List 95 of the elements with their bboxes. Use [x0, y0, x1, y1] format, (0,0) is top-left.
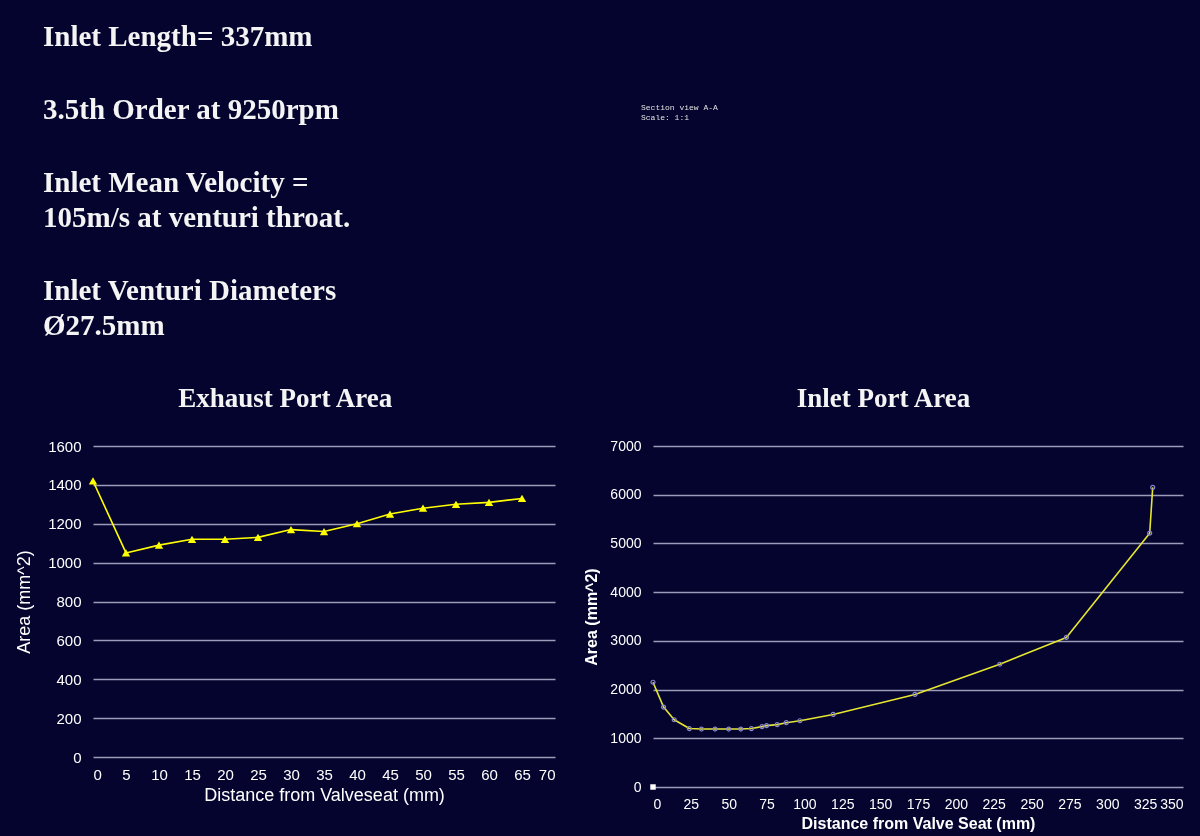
x-tick-label: 65 — [514, 765, 531, 783]
point — [121, 549, 131, 557]
chart-title: Exhaust Port Area — [178, 383, 393, 413]
point — [759, 724, 765, 730]
point — [726, 726, 732, 732]
point — [661, 704, 667, 710]
point — [187, 535, 197, 543]
x-tick-label: 25 — [683, 795, 700, 812]
y-tick-label: 1200 — [48, 515, 82, 533]
x-tick-label: 150 — [868, 795, 893, 812]
x-tick-label: 325 — [1133, 795, 1158, 812]
text: Inlet Mean Velocity = 105m/s at venturi throat. — [43, 166, 351, 233]
y-tick-label: 2000 — [610, 681, 642, 698]
x-tick-label: 25 — [250, 765, 267, 783]
x-tick-label: 15 — [184, 765, 201, 783]
point — [418, 504, 428, 512]
point — [154, 541, 164, 549]
x-tick-label: 50 — [415, 765, 432, 783]
point — [517, 494, 527, 503]
y-tick-label: 5000 — [610, 534, 642, 551]
x-tick-label: 75 — [759, 795, 776, 812]
point — [797, 718, 803, 724]
point — [1063, 634, 1069, 641]
line-series — [650, 484, 1156, 732]
y-axis-title: Area (mm^2) — [14, 550, 35, 654]
point — [253, 533, 263, 541]
x-axis-title: Distance from Valve Seat (mm) — [801, 814, 1036, 832]
point — [650, 784, 656, 790]
x-tick-label: 250 — [1020, 795, 1044, 812]
x-tick-label: 40 — [349, 765, 366, 783]
point — [738, 726, 744, 732]
text: Inlet Venturi Diameters Ø27.5mm — [43, 274, 337, 341]
point — [286, 525, 296, 534]
x-tick-label: 100 — [793, 795, 817, 812]
x-tick-label: 45 — [382, 765, 399, 783]
text: Inlet Length= 337mm — [43, 20, 313, 52]
point — [671, 717, 677, 723]
point — [88, 477, 98, 485]
y-tick-label: 600 — [56, 631, 82, 649]
point — [774, 722, 780, 728]
point — [385, 510, 395, 518]
y-tick-label: 3000 — [610, 632, 642, 649]
point — [997, 661, 1003, 667]
y-tick-label: 6000 — [610, 486, 642, 503]
point — [698, 726, 705, 732]
point — [352, 520, 362, 528]
x-tick-label: 175 — [906, 795, 931, 812]
point — [1147, 530, 1153, 536]
point — [712, 726, 718, 732]
point — [783, 720, 789, 726]
point — [650, 679, 656, 685]
x-tick-label: 350 — [1160, 795, 1184, 812]
text: Section view A-A — [641, 103, 719, 112]
point — [1150, 484, 1156, 490]
point — [319, 527, 329, 536]
point — [484, 498, 494, 506]
point — [220, 535, 230, 543]
y-axis-title: Area (mm^2) — [583, 568, 601, 666]
y-tick-label: 800 — [56, 593, 82, 610]
x-tick-label: 275 — [1058, 795, 1082, 812]
x-tick-label: 200 — [944, 795, 969, 812]
y-tick-label: 200 — [56, 709, 82, 727]
x-tick-label: 30 — [283, 765, 300, 783]
x-tick-label: 50 — [721, 795, 738, 812]
y-tick-label: 7000 — [610, 437, 642, 454]
point — [830, 711, 836, 718]
point — [748, 725, 755, 732]
y-tick-label: 1600 — [48, 437, 82, 455]
y-tick-label: 400 — [56, 670, 82, 688]
x-tick-label: 300 — [1096, 795, 1120, 812]
x-tick-label: 55 — [448, 765, 465, 783]
x-tick-label: 60 — [481, 765, 498, 783]
y-tick-label: 1000 — [48, 554, 82, 572]
x-tick-label: 0 — [653, 795, 662, 812]
y-tick-label: 4000 — [610, 583, 642, 600]
x-tick-label: 35 — [316, 765, 333, 783]
y-tick-label: 1400 — [48, 476, 82, 494]
x-tick-label: 10 — [151, 765, 168, 783]
x-axis-title: Distance from Valveseat (mm) — [204, 784, 445, 805]
y-tick-label: 1000 — [610, 729, 642, 746]
point — [763, 723, 770, 729]
x-tick-label: 70 — [538, 765, 556, 783]
x-tick-label: 225 — [982, 795, 1007, 812]
y-tick-label: 0 — [633, 778, 642, 795]
x-tick-label: 125 — [831, 795, 855, 812]
text: Scale: 1:1 — [641, 113, 690, 122]
point — [686, 725, 692, 732]
x-tick-label: 20 — [217, 765, 234, 783]
y-tick-label: 0 — [73, 748, 82, 766]
text: 3.5th Order at 9250rpm — [43, 93, 339, 125]
x-tick-label: 5 — [122, 765, 131, 783]
x-tick-label: 0 — [93, 765, 102, 783]
point — [451, 500, 461, 508]
chart-title: Inlet Port Area — [796, 383, 971, 413]
point — [912, 691, 918, 698]
